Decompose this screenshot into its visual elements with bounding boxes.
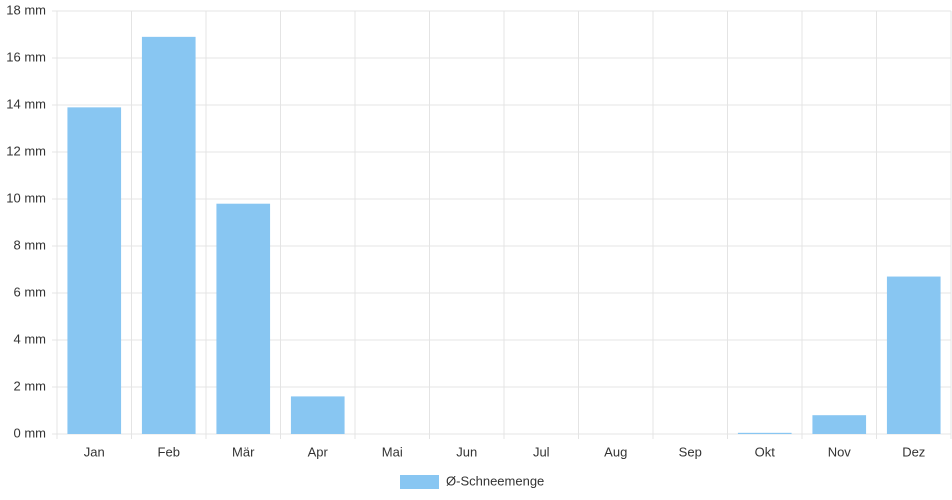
y-tick-label: 2 mm [14,378,47,393]
x-tick-label: Mai [382,444,403,459]
bar [216,203,271,434]
x-tick-label: Jan [84,444,105,459]
bar [141,36,196,434]
y-tick-label: 6 mm [14,284,47,299]
bar [812,415,867,434]
y-tick-label: 0 mm [14,425,47,440]
bar [737,432,792,434]
y-tick-label: 14 mm [6,96,46,111]
bar [290,396,345,434]
x-tick-label: Jul [533,444,550,459]
x-tick-label: Feb [158,444,180,459]
x-tick-label: Sep [679,444,702,459]
x-tick-label: Aug [604,444,627,459]
y-tick-label: 8 mm [14,237,47,252]
y-tick-label: 18 mm [6,2,46,17]
y-tick-label: 16 mm [6,49,46,64]
legend-label: Ø-Schneemenge [446,473,544,488]
x-tick-label: Jun [456,444,477,459]
y-tick-label: 12 mm [6,143,46,158]
y-tick-label: 4 mm [14,331,47,346]
y-tick-label: 10 mm [6,190,46,205]
x-tick-label: Mär [232,444,255,459]
x-tick-label: Okt [755,444,776,459]
x-tick-label: Nov [828,444,852,459]
x-tick-label: Dez [902,444,925,459]
x-tick-label: Apr [308,444,329,459]
bar [886,276,941,434]
bar [67,107,122,434]
legend-swatch [400,475,439,489]
